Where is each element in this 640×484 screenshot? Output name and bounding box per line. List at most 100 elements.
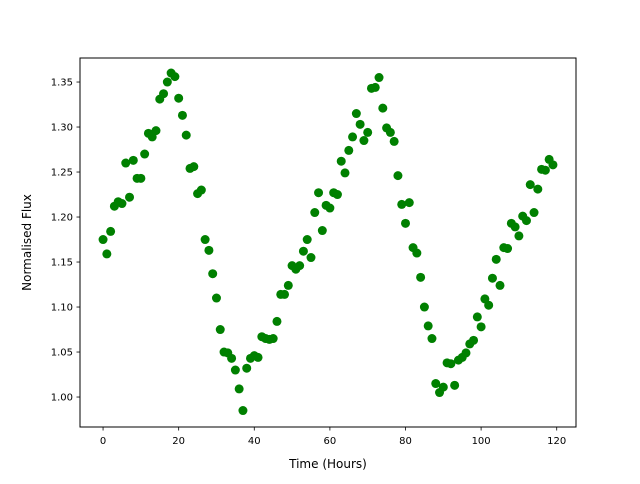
data-point xyxy=(397,199,407,209)
data-point xyxy=(525,180,535,190)
data-point xyxy=(196,185,206,195)
data-point xyxy=(416,272,426,282)
data-point xyxy=(310,208,320,218)
data-point xyxy=(427,334,437,344)
y-axis: 1.00 1.05 1.10 1.15 1.20 1.25 1.30 1.35 xyxy=(51,78,80,404)
x-tick-label: 60 xyxy=(324,436,337,447)
data-point xyxy=(495,280,505,290)
y-tick-label: 1.05 xyxy=(51,348,73,359)
data-point xyxy=(461,348,471,358)
data-point xyxy=(325,203,335,213)
y-tick-label: 1.35 xyxy=(51,78,73,89)
y-tick-label: 1.15 xyxy=(51,258,73,269)
data-point xyxy=(370,82,380,92)
x-tick-label: 20 xyxy=(172,436,185,447)
data-point xyxy=(423,321,433,331)
data-point xyxy=(174,93,184,103)
data-point xyxy=(412,248,422,258)
data-point xyxy=(170,72,180,82)
data-point xyxy=(355,119,365,129)
data-point xyxy=(529,208,539,218)
data-point xyxy=(351,109,361,119)
data-point xyxy=(121,158,131,168)
data-point xyxy=(393,171,403,181)
x-tick-label: 0 xyxy=(100,436,106,447)
data-point xyxy=(306,253,316,263)
y-tick-label: 1.30 xyxy=(51,123,73,134)
data-point xyxy=(268,334,278,344)
data-point xyxy=(230,365,240,375)
data-point xyxy=(472,312,482,322)
x-tick-label: 40 xyxy=(248,436,261,447)
data-point xyxy=(117,199,127,209)
data-point xyxy=(151,126,161,136)
data-point xyxy=(128,155,138,165)
data-point xyxy=(181,130,191,140)
y-tick-label: 1.10 xyxy=(51,303,73,314)
data-points xyxy=(98,68,558,416)
data-point xyxy=(317,226,327,236)
data-point xyxy=(302,235,312,245)
data-point xyxy=(487,273,497,283)
x-tick-label: 100 xyxy=(472,436,491,447)
data-point xyxy=(314,188,324,198)
y-tick-label: 1.20 xyxy=(51,213,73,224)
data-point xyxy=(469,335,479,345)
data-point xyxy=(215,325,225,335)
data-point xyxy=(484,300,494,310)
data-point xyxy=(344,145,354,155)
data-point xyxy=(242,363,252,373)
data-point xyxy=(211,293,221,303)
data-point xyxy=(401,218,410,228)
data-point xyxy=(438,382,448,392)
data-point xyxy=(374,73,384,83)
data-point xyxy=(419,302,429,312)
data-point xyxy=(98,235,108,245)
data-point xyxy=(404,198,414,208)
data-point xyxy=(363,127,373,137)
data-point xyxy=(340,168,350,178)
data-point xyxy=(476,322,486,332)
x-tick-label: 120 xyxy=(547,436,566,447)
data-point xyxy=(283,280,293,290)
x-axis-label: Time (Hours) xyxy=(288,457,367,471)
data-point xyxy=(106,226,116,236)
data-point xyxy=(385,127,395,137)
data-point xyxy=(177,110,187,120)
data-point xyxy=(238,406,248,416)
data-point xyxy=(491,254,501,264)
data-point xyxy=(125,192,135,202)
data-point xyxy=(253,352,263,362)
data-point xyxy=(136,173,146,183)
data-point xyxy=(514,231,524,241)
data-point xyxy=(102,249,112,259)
data-point xyxy=(298,246,308,256)
data-point xyxy=(162,77,172,87)
data-point xyxy=(200,235,210,245)
plot-frame xyxy=(79,57,577,428)
data-point xyxy=(389,136,399,146)
y-tick-label: 1.25 xyxy=(51,168,73,179)
data-point xyxy=(204,245,214,255)
data-point xyxy=(450,380,460,390)
x-axis: 0 20 40 60 80 100 120 xyxy=(100,427,566,447)
data-point xyxy=(503,244,513,254)
data-point xyxy=(159,89,169,99)
data-point xyxy=(446,359,456,369)
data-point xyxy=(533,184,543,194)
data-point xyxy=(348,132,358,142)
data-point xyxy=(189,162,199,172)
y-tick-label: 1.00 xyxy=(51,393,73,404)
data-point xyxy=(378,103,388,113)
data-point xyxy=(336,156,346,166)
data-point xyxy=(280,289,290,299)
data-point xyxy=(295,261,305,271)
data-point xyxy=(359,136,369,146)
data-point xyxy=(272,316,282,326)
data-point xyxy=(540,165,550,175)
data-point xyxy=(227,353,237,363)
data-point xyxy=(431,379,441,389)
data-point xyxy=(548,160,558,170)
data-point xyxy=(332,190,342,200)
